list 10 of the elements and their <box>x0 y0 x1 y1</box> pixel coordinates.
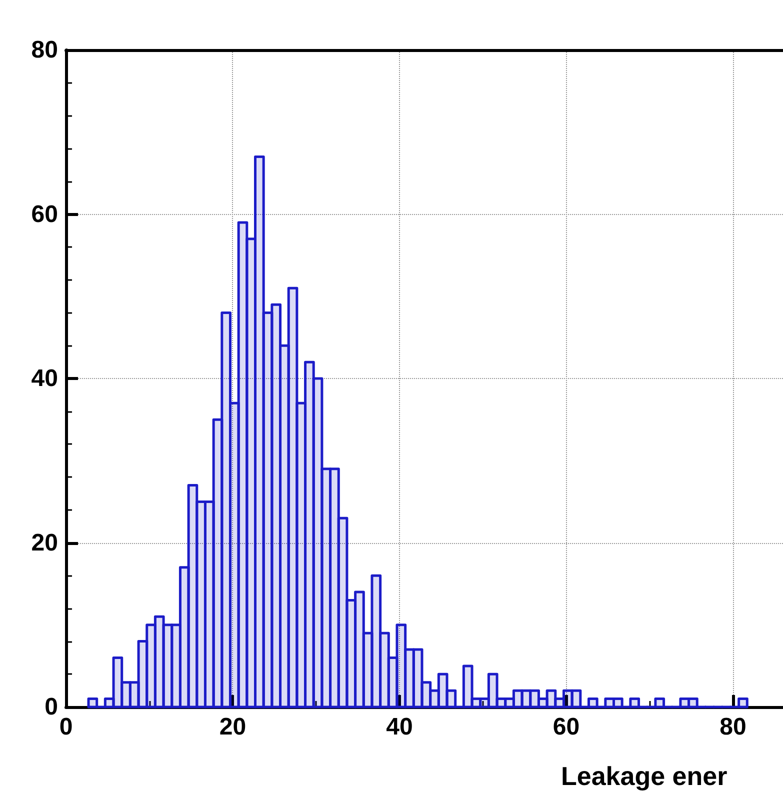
y-tick-label: 40 <box>31 365 58 392</box>
x-axis-title: Leakage ener <box>561 761 728 791</box>
x-tick-label: 20 <box>219 714 246 740</box>
y-tick-label: 20 <box>31 529 58 556</box>
y-tick-label: 80 <box>31 36 58 64</box>
x-tick-label: 60 <box>552 714 580 740</box>
x-tick-label: 40 <box>386 714 413 740</box>
x-tick-label: 80 <box>720 714 746 740</box>
y-tick-label: 60 <box>31 200 58 228</box>
y-tick-label: 0 <box>44 694 58 720</box>
